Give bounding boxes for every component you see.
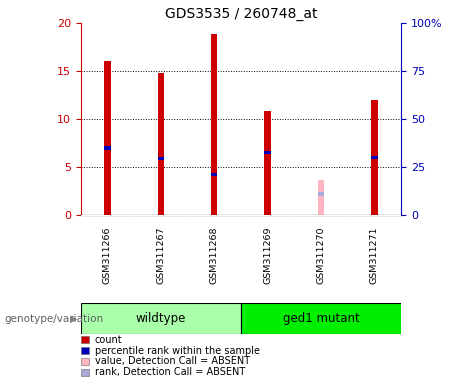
Bar (264, 111, 271, 215)
Text: rank, Detection Call = ABSENT: rank, Detection Call = ABSENT (95, 367, 245, 377)
Bar (104, 61, 111, 215)
Bar (371, 100, 378, 215)
Bar (158, 157, 164, 160)
Text: percentile rank within the sample: percentile rank within the sample (95, 346, 260, 356)
Text: GSM311266: GSM311266 (103, 226, 112, 283)
Bar (241, 303, 401, 334)
Text: ▶: ▶ (70, 314, 77, 324)
Title: GDS3535 / 260748_at: GDS3535 / 260748_at (165, 7, 317, 21)
Text: GSM311269: GSM311269 (263, 226, 272, 283)
Text: GSM311270: GSM311270 (316, 226, 325, 283)
Bar (104, 146, 111, 149)
Bar (318, 180, 324, 215)
Text: GSM311268: GSM311268 (210, 226, 219, 283)
Bar (371, 156, 378, 159)
Text: count: count (95, 335, 122, 345)
Text: GSM311267: GSM311267 (156, 226, 165, 283)
Text: GSM311271: GSM311271 (370, 226, 379, 283)
Bar (211, 34, 218, 215)
Text: genotype/variation: genotype/variation (5, 314, 104, 324)
Bar (318, 192, 324, 195)
Text: value, Detection Call = ABSENT: value, Detection Call = ABSENT (95, 356, 249, 366)
Bar (211, 173, 218, 176)
Text: wildtype: wildtype (136, 312, 186, 325)
Text: ged1 mutant: ged1 mutant (283, 312, 359, 325)
Bar (81, 303, 241, 334)
Bar (264, 151, 271, 154)
Bar (158, 73, 164, 215)
